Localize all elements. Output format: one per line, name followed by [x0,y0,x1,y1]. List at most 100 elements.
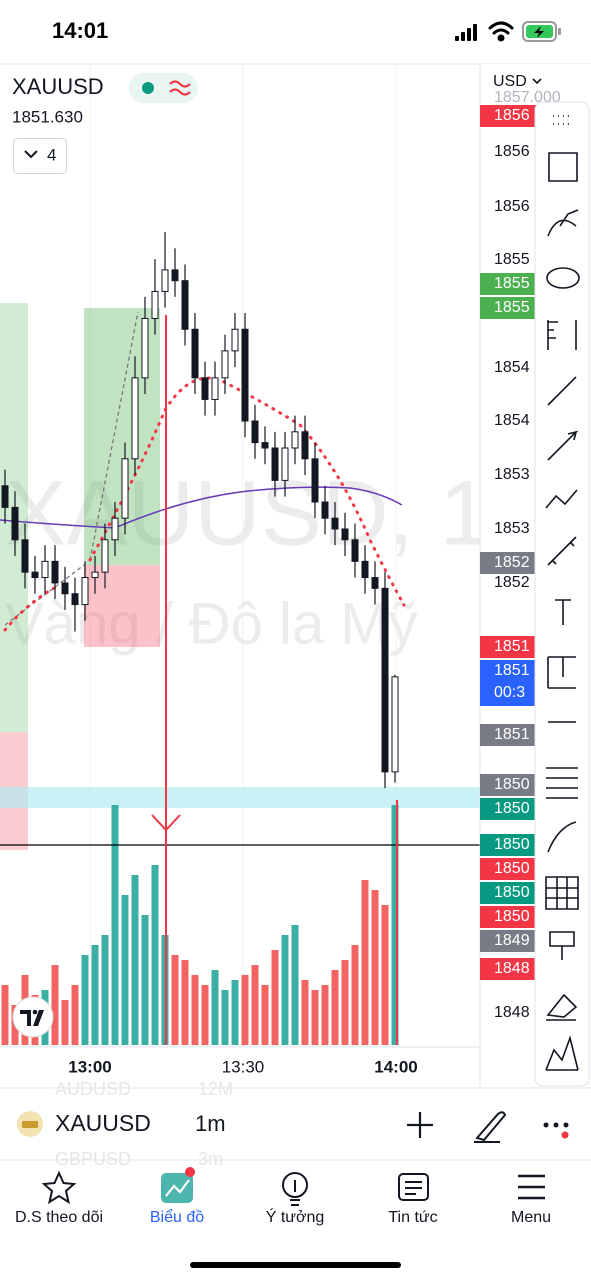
candle-body [81,577,89,606]
price-label: 1854 [494,412,530,429]
watermark: XAUUSD, 1 [5,462,491,564]
draw-button[interactable] [474,1111,507,1143]
price-label: 1848 [494,1004,530,1021]
volume-bar [121,895,129,1045]
nav-label[interactable]: D.S theo dõi [15,1209,103,1226]
volume-bar [301,980,309,1045]
price-label: 1854 [494,359,530,376]
nav-label[interactable]: Ý tưởng [266,1207,325,1226]
candle-body [231,328,239,352]
indicator-count: 4 [47,145,56,164]
volume-bar [381,905,389,1045]
nav-icon [165,1179,190,1197]
volume-bar [311,990,319,1045]
tool-icon [547,320,577,350]
drawing-tools [545,115,580,1071]
ghost-symbol: GBPUSD [55,1149,131,1169]
nav-label[interactable]: Tin tức [388,1209,437,1226]
price-tag-label: 1850 [494,800,530,817]
candle-body [341,528,349,541]
volume-bar [171,955,179,1045]
currency[interactable]: USD [493,73,527,90]
volume-bar [131,875,139,1045]
status-time: 14:01 [52,18,108,43]
chevron [532,78,542,85]
candle-body [281,447,289,481]
price-tag-label: 1849 [494,932,530,949]
tool-icon [547,430,579,461]
candle-body [261,442,269,449]
toolbar-symbol[interactable]: XAUUSD [55,1110,151,1136]
price-tag [480,273,536,295]
tv-logo [12,996,54,1038]
volume-bar [351,945,359,1045]
position-zone [84,565,160,647]
volume-bar [81,955,89,1045]
ghost-symbol: AUDUSD [55,1079,131,1099]
candle-body [301,431,309,460]
toolbar-interval[interactable]: 1m [195,1111,226,1136]
time-label: 13:30 [222,1057,265,1076]
market-dot [142,82,154,94]
tool-icon [553,115,569,125]
status-pill[interactable] [129,73,198,103]
time-label: 13:00 [68,1057,111,1076]
candle-body [91,571,99,579]
volume-bar [221,990,229,1045]
volume-bar [261,985,269,1045]
tool-icon [547,536,577,566]
volume-bar [391,805,399,1045]
tool-icon [545,1035,579,1071]
volume-bar [51,965,59,1045]
ghost-interval: 12M [198,1079,233,1099]
nav-icon[interactable] [282,1172,308,1198]
candle-body [321,501,329,519]
tool-icon [548,152,578,182]
volume-bar [341,960,349,1045]
tool-icon [545,489,578,509]
tool-icon [546,767,578,799]
tool-icon [549,931,575,960]
price-tag [480,660,536,706]
volume-bar [1,985,9,1045]
candle-body [141,317,149,379]
price-tag-label: 1855 [494,275,530,292]
price-tag [480,958,536,980]
battery-icon [522,21,561,42]
more-button[interactable] [543,1122,569,1139]
nav-icon[interactable] [41,1170,77,1205]
gold-icon [22,1121,38,1128]
volume-bar [151,865,159,1045]
volume-bar [251,965,259,1045]
volume-bar [231,980,239,1045]
zone-band [0,787,480,808]
price-tag-label: 1850 [494,836,530,853]
tool-icon [546,267,580,289]
volume-bar [281,935,289,1045]
candle-body [381,587,389,773]
add-button[interactable] [407,1112,433,1138]
price-axis-labels: 1857.00018561856185618551855185518541854… [480,89,561,1021]
symbol[interactable]: XAUUSD [12,74,104,99]
price-tag [480,930,536,952]
nav-icon[interactable] [518,1174,545,1200]
nav-label[interactable]: Biểu đồ [150,1208,204,1226]
price-label: 1853 [494,466,530,483]
nav-icon [290,1180,300,1206]
volume-bar [71,985,79,1045]
candle-body [361,560,369,579]
trend-dash [89,311,139,561]
price-tag-label: 1851 [494,726,530,743]
price-tag-label: 1848 [494,960,530,977]
nav-icon[interactable] [398,1173,429,1201]
indicator-toggle[interactable] [13,138,67,174]
candle-body [311,458,319,503]
candle-body [21,539,29,573]
candle-body [71,593,79,606]
nav-label[interactable]: Menu [511,1209,551,1226]
candle-body [191,328,199,379]
time-label: 14:00 [374,1057,417,1076]
price-tag-label: 1851 [494,662,530,679]
